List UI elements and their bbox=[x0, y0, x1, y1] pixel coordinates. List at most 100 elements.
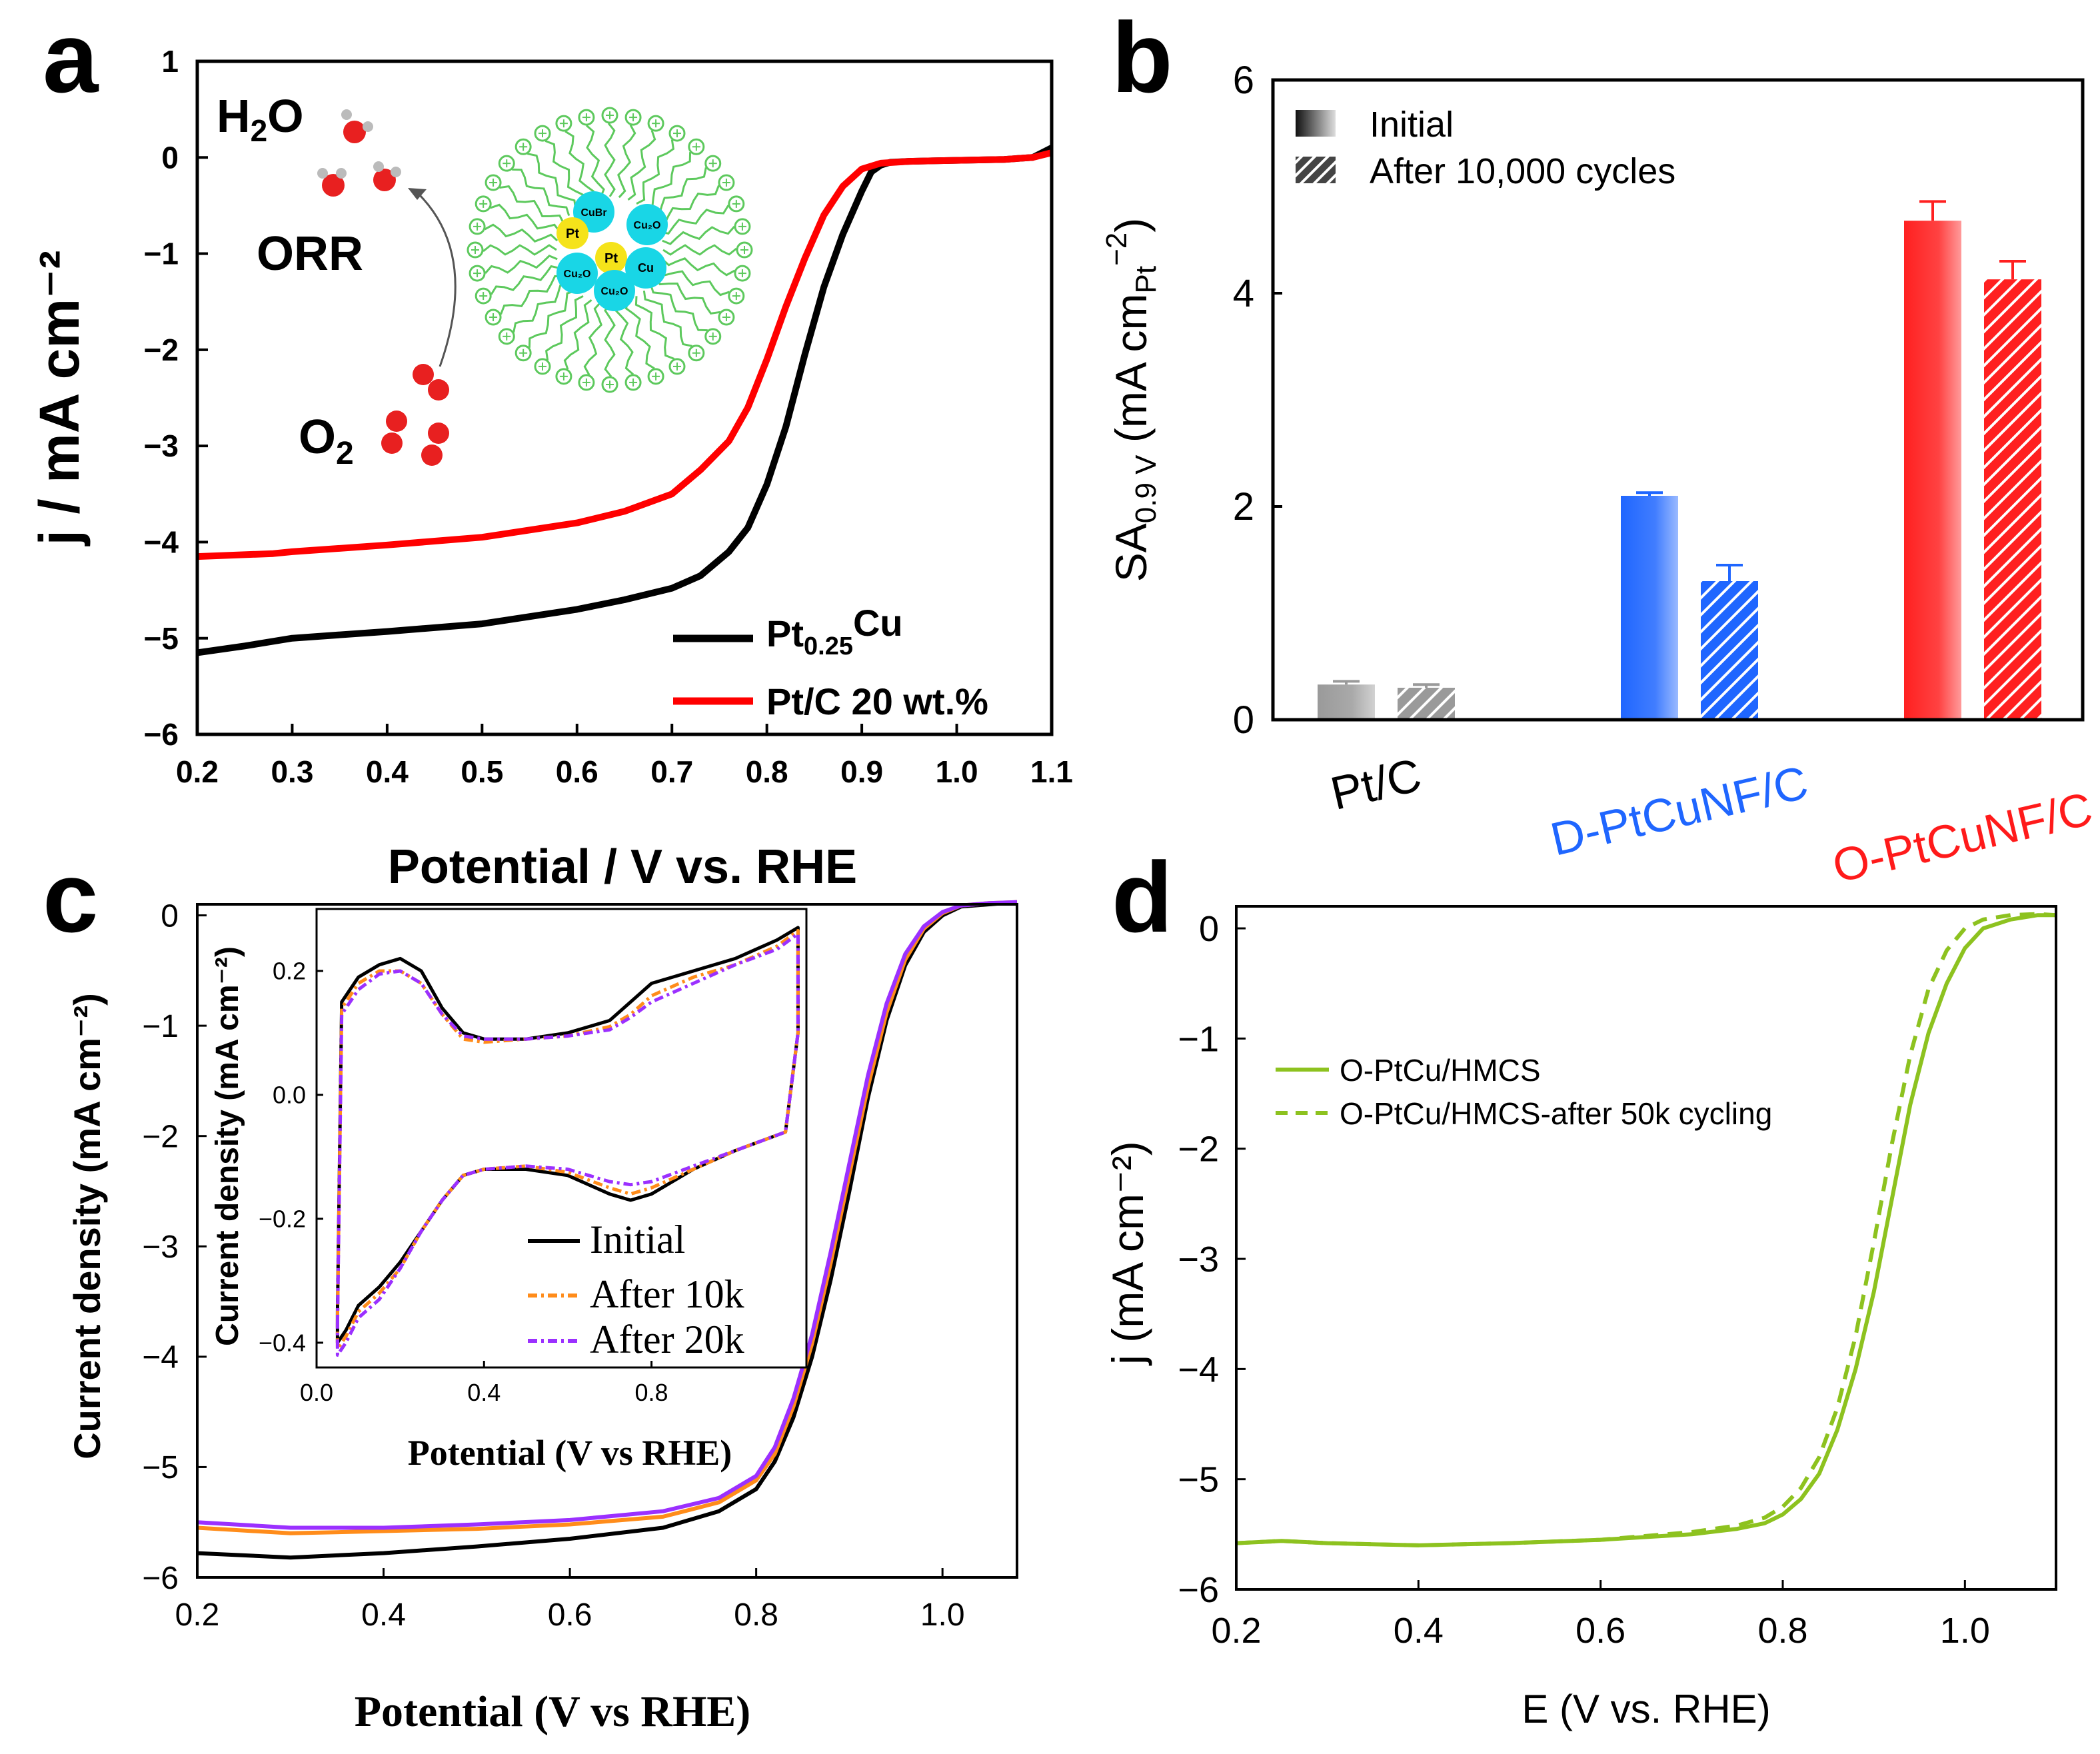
y-tick-label: −0.2 bbox=[259, 1205, 306, 1232]
y-tick-label: 0 bbox=[1199, 909, 1219, 949]
bar-o-ptcunf-c-after-cycles bbox=[1984, 279, 2041, 720]
y-tick-label: 0 bbox=[1233, 698, 1254, 742]
panel-a-legend: Pt0.25Cu Pt/C 20 wt.% bbox=[673, 602, 988, 722]
particle-pt bbox=[556, 217, 588, 249]
panel-b: b 0 2 4 6 Pt/C D-PtCuNF/C O-PtCuNF/C SA0.9 V (… bbox=[1100, 1, 2097, 892]
orr-label: ORR bbox=[257, 227, 363, 281]
particle-label: Cu₂O bbox=[564, 269, 591, 280]
panel-c-plot-area: 0.2 0.4 0.6 0.8 1.0 0 −1 −2 −3 −4 −5 −6 bbox=[142, 898, 1018, 1633]
x-tick-label: 0.6 bbox=[548, 1597, 592, 1633]
particle-label: Pt bbox=[604, 251, 618, 266]
water-label: H2O bbox=[217, 90, 304, 148]
surfactant-tail bbox=[604, 303, 616, 377]
surfactant-tail bbox=[649, 283, 708, 332]
legend-label-after-10k: After 10k bbox=[590, 1272, 744, 1316]
legend-label-after-cycles: After 10,000 cycles bbox=[1370, 151, 1675, 191]
oxygen-atom bbox=[381, 433, 403, 454]
surfactant-tail bbox=[604, 123, 616, 197]
orr-schematic: H2O ORR O2 bbox=[217, 90, 753, 471]
y-tick-label: −5 bbox=[142, 1450, 179, 1485]
x-tick-label: 0.4 bbox=[1394, 1611, 1444, 1651]
bar-pt-c-after-cycles bbox=[1398, 688, 1455, 720]
legend-label-initial: Initial bbox=[590, 1218, 685, 1262]
category-label: Pt/C bbox=[1326, 748, 1426, 820]
panel-d-label: d bbox=[1112, 841, 1173, 953]
y-tick-label: 6 bbox=[1233, 59, 1254, 102]
x-tick-label: 0.2 bbox=[175, 1597, 220, 1633]
y-tick-label: 0.0 bbox=[273, 1082, 306, 1109]
hydrogen-atom bbox=[391, 167, 401, 177]
legend-label-after-20k: After 20k bbox=[590, 1317, 744, 1361]
legend-swatch-initial bbox=[1296, 110, 1336, 137]
panel-b-legend: Initial After 10,000 cycles bbox=[1296, 105, 1675, 191]
bar-d-ptcunf-c-initial bbox=[1621, 496, 1678, 720]
y-tick-label: 4 bbox=[1233, 272, 1254, 315]
y-tick-label: −3 bbox=[142, 1230, 179, 1265]
inset-legend: Initial After 10k After 20k bbox=[528, 1218, 744, 1361]
y-tick-label: −5 bbox=[1178, 1460, 1219, 1500]
panel-b-y-axis-label: SA0.9 V (mA cmPt−2) bbox=[1100, 218, 1162, 582]
panel-b-frame bbox=[1271, 78, 2085, 722]
inset-y-axis-label: Current density (mA cm⁻²) bbox=[210, 946, 245, 1346]
surfactant-tail bbox=[544, 140, 585, 204]
x-tick-label: 1.0 bbox=[920, 1597, 965, 1633]
particle-label: Cu₂O bbox=[601, 286, 628, 297]
panel-a: a 0.2 0.3 0.4 0.5 0.6 0.7 0.8 0.9 1.0 1.1 1 0 −1 −2 −3… bbox=[28, 1, 1073, 894]
surfactant-tail bbox=[654, 276, 720, 315]
surfactant-tail bbox=[490, 203, 560, 233]
surfactant-tail bbox=[484, 223, 558, 243]
y-tick-label: 0 bbox=[161, 140, 179, 175]
panel-d-y-axis-label: j (mA cm⁻²) bbox=[1103, 1141, 1152, 1365]
x-tick-label: 0.3 bbox=[271, 754, 313, 789]
y-tick-label: −4 bbox=[144, 525, 179, 560]
series-line-pt-c-20-wt- bbox=[197, 149, 1053, 560]
panel-a-x-axis-label: Potential / V vs. RHE bbox=[388, 840, 857, 894]
series-line-pt0-25cu bbox=[197, 145, 1054, 656]
legend-label-initial: Initial bbox=[1370, 105, 1454, 145]
legend-label-o-ptcu-hmcs: O-PtCu/HMCS bbox=[1340, 1053, 1541, 1088]
bar-o-ptcunf-c-initial bbox=[1904, 221, 1961, 720]
surfactant-tail bbox=[483, 244, 557, 256]
oxygen-atom bbox=[421, 444, 443, 466]
surfactant-tail bbox=[564, 130, 595, 201]
x-tick-label: 0.2 bbox=[176, 754, 219, 789]
panel-d-x-axis-label: E (V vs. RHE) bbox=[1522, 1687, 1770, 1731]
surfactant-tail bbox=[659, 267, 730, 297]
x-tick-label: 0.6 bbox=[1575, 1611, 1625, 1651]
y-tick-label: −6 bbox=[142, 1561, 179, 1596]
panel-d-plot-area: 0.2 0.4 0.6 0.8 1.0 0 −1 −2 −3 −4 −5 −6 bbox=[1178, 909, 2057, 1651]
surfactant-tail bbox=[513, 283, 569, 333]
x-tick-label: 1.0 bbox=[936, 754, 978, 789]
y-tick-label: −6 bbox=[1178, 1570, 1219, 1610]
x-tick-label: 0.7 bbox=[650, 754, 693, 789]
surfactant-tail bbox=[586, 125, 605, 198]
surfactant-tail bbox=[528, 289, 576, 348]
panel-a-plot-area: 0.2 0.3 0.4 0.5 0.6 0.7 0.8 0.9 1.0 1.1 1 0 −1 −2 −3 −4… bbox=[144, 44, 1073, 789]
y-tick-label: 0 bbox=[161, 898, 179, 934]
hydrogen-atom bbox=[336, 168, 347, 179]
hydrogen-atom bbox=[341, 109, 352, 120]
water-oxygen-atom bbox=[373, 169, 396, 191]
hydrogen-atom bbox=[373, 161, 384, 172]
panel-c-frame bbox=[196, 903, 1018, 1579]
surfactant-tail bbox=[634, 296, 675, 360]
surfactant-tail bbox=[583, 301, 602, 376]
y-tick-label: 2 bbox=[1233, 485, 1254, 528]
panel-c: c 0.2 0.4 0.6 0.8 1.0 0 −1 −2 −3 −4 −5 −6 Potential… bbox=[43, 841, 1018, 1736]
inset-plot-area: 0.0 0.4 0.8 0.2 0.0 −0.2 −0.4 bbox=[259, 926, 800, 1406]
y-tick-label: −6 bbox=[144, 717, 179, 752]
y-tick-label: −2 bbox=[142, 1120, 179, 1155]
y-tick-label: −2 bbox=[144, 333, 179, 367]
oxygen-atom bbox=[428, 379, 449, 401]
x-tick-label: 1.0 bbox=[1940, 1611, 1990, 1651]
y-tick-label: −0.4 bbox=[259, 1329, 306, 1356]
inset-frame bbox=[315, 908, 808, 1369]
x-tick-label: 0.2 bbox=[1211, 1611, 1261, 1651]
surfactant-tail bbox=[627, 130, 656, 201]
surfactant-tail bbox=[661, 257, 736, 277]
oxygen-atom bbox=[413, 364, 434, 385]
panel-c-inset: 0.0 0.4 0.8 0.2 0.0 −0.2 −0.4 Potential (V vs … bbox=[210, 908, 808, 1473]
particle-cu2o bbox=[556, 253, 598, 294]
surfactant-tail bbox=[563, 299, 592, 370]
particle-label: Pt bbox=[566, 227, 579, 241]
